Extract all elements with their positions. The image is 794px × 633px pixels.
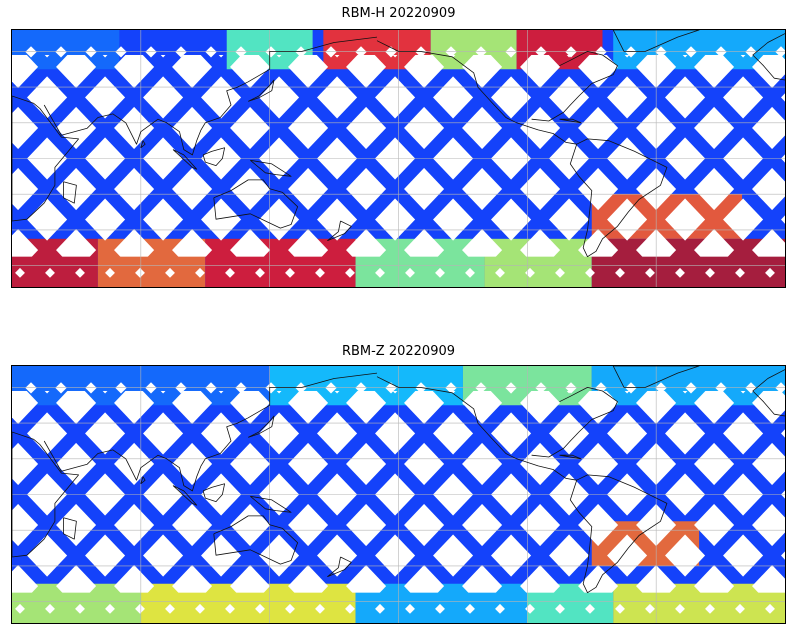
- map-area-rbm-z: [11, 365, 786, 624]
- coastline: [12, 95, 79, 222]
- swath-value-band: [323, 30, 431, 70]
- swath-value-band: [12, 583, 141, 623]
- swath-value-band: [613, 583, 785, 623]
- swath-value-band: [269, 366, 463, 406]
- swath-value-band: [140, 583, 356, 623]
- coastline: [202, 147, 225, 166]
- swath-value-band: [591, 194, 743, 239]
- swath-value-band: [355, 238, 485, 287]
- swath-value-band: [527, 583, 614, 623]
- swath-value-band: [516, 30, 603, 70]
- coastline: [202, 483, 225, 502]
- coastline: [12, 431, 79, 558]
- coastline: [140, 476, 146, 485]
- coastline: [376, 376, 577, 481]
- swath-value-band: [12, 238, 98, 287]
- swath-value-band: [591, 521, 700, 566]
- swath-value-band: [613, 30, 785, 70]
- swath-value-band: [430, 30, 517, 70]
- swath-value-band: [484, 238, 592, 287]
- coastline: [248, 415, 275, 438]
- swath-value-band: [591, 366, 785, 406]
- coastline: [531, 51, 618, 122]
- swath-map-rbm-z: [12, 366, 785, 623]
- coastline: [248, 79, 275, 102]
- coastline: [213, 179, 298, 229]
- coastline: [752, 33, 785, 81]
- coastline: [43, 36, 378, 156]
- coastline: [531, 387, 618, 458]
- swath-value-band: [97, 238, 206, 287]
- swath-value-band: [12, 30, 120, 70]
- coastline: [612, 366, 700, 388]
- coastline: [250, 159, 292, 177]
- map-area-rbm-h: [11, 29, 786, 288]
- coastline: [569, 138, 668, 258]
- coastline: [213, 515, 298, 565]
- swath-map-rbm-h: [12, 30, 785, 287]
- coastline: [559, 118, 582, 124]
- coastline: [140, 140, 146, 149]
- coastline: [612, 30, 700, 52]
- coastline: [172, 485, 198, 506]
- coastline: [250, 495, 292, 513]
- coastline: [63, 517, 77, 540]
- coastline: [172, 149, 198, 170]
- coastline: [752, 369, 785, 417]
- coastline: [327, 556, 352, 577]
- map-title-rbm-h: RBM-H 20220909: [341, 6, 456, 21]
- coastline: [559, 454, 582, 460]
- swath-value-band: [591, 238, 785, 287]
- coastline: [569, 474, 668, 594]
- coastline: [376, 40, 577, 145]
- coastline: [63, 181, 77, 204]
- swath-value-band: [355, 583, 528, 623]
- coastline: [43, 372, 378, 492]
- swath-value-band: [205, 238, 356, 287]
- coastline: [327, 220, 352, 241]
- map-title-rbm-z: RBM-Z 20220909: [341, 344, 456, 359]
